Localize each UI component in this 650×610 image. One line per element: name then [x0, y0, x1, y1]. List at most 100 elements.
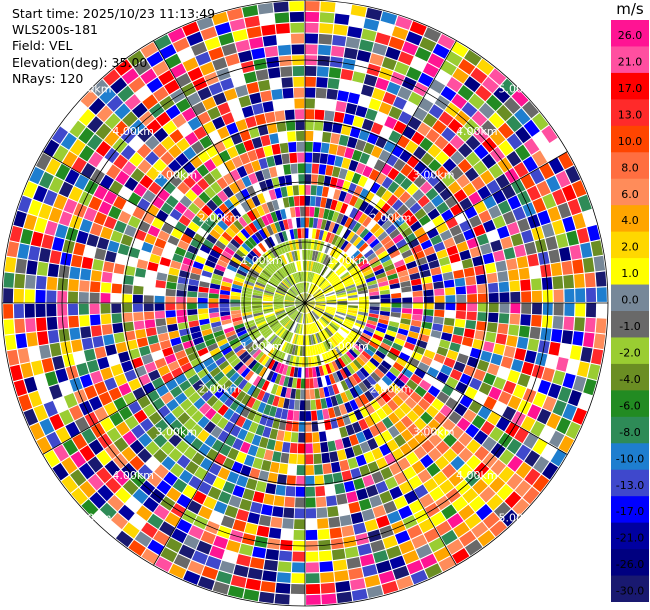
ppi-gate-cell — [247, 344, 257, 353]
ppi-gate-cell — [348, 332, 359, 341]
ppi-gate-cell — [231, 387, 242, 399]
ppi-gate-cell — [533, 456, 550, 474]
ppi-gate-cell — [328, 221, 336, 233]
ppi-gate-cell — [375, 32, 391, 46]
ppi-gate-cell — [347, 136, 358, 149]
ppi-gate-cell — [258, 242, 267, 253]
ppi-gate-cell — [262, 328, 272, 337]
ppi-gate-cell — [323, 121, 333, 132]
ppi-gate-cell — [269, 261, 278, 271]
ppi-gate-cell — [280, 316, 289, 324]
ppi-gate-cell — [251, 265, 262, 274]
ppi-gate-cell — [415, 47, 432, 62]
ppi-gate-cell — [289, 309, 297, 317]
ppi-gate-cell — [204, 36, 221, 51]
ppi-gate-cell — [35, 289, 46, 303]
ppi-gate-cell — [190, 424, 203, 437]
ppi-gate-cell — [486, 322, 498, 333]
ppi-gate-cell — [377, 364, 389, 375]
ppi-gate-cell — [282, 318, 291, 327]
ppi-gate-cell — [337, 90, 349, 102]
ppi-gate-cell — [266, 284, 276, 290]
ppi-gate-cell — [215, 334, 226, 343]
ppi-gate-cell — [305, 335, 308, 346]
ppi-gate-cell — [176, 290, 187, 297]
ppi-gate-cell — [500, 356, 513, 369]
ppi-gate-cell — [334, 346, 343, 357]
ppi-gate-cell — [167, 235, 180, 246]
ppi-gate-cell — [183, 446, 197, 460]
ppi-gate-cell — [586, 287, 597, 302]
ppi-gate-cell — [243, 139, 255, 152]
ppi-gate-cell — [273, 273, 282, 282]
ppi-gate-cell — [197, 576, 215, 591]
ppi-gate-cell — [435, 520, 452, 536]
ppi-gate-cell — [224, 159, 236, 172]
ppi-gate-cell — [161, 166, 175, 180]
ppi-gate-cell — [313, 274, 320, 284]
ppi-gate-cell — [276, 270, 285, 279]
ppi-gate-cell — [43, 400, 58, 417]
ppi-gate-cell — [209, 316, 221, 323]
ppi-gate-cell — [411, 314, 423, 321]
ppi-gate-cell — [495, 260, 507, 272]
ppi-gate-cell — [452, 67, 469, 84]
ppi-gate-cell — [251, 332, 262, 341]
ppi-gate-cell — [329, 451, 339, 463]
ppi-gate-cell — [310, 334, 314, 345]
ppi-gate-cell — [480, 420, 495, 436]
ppi-gate-cell — [428, 259, 440, 269]
ppi-gate-cell — [331, 211, 340, 223]
ppi-gate-cell — [435, 455, 450, 470]
ppi-gate-cell — [288, 355, 294, 366]
ppi-gate-cell — [320, 197, 327, 208]
ppi-gate-cell — [318, 44, 332, 56]
ppi-gate-cell — [268, 280, 278, 287]
ppi-gate-cell — [512, 384, 527, 399]
ppi-gate-cell — [237, 428, 248, 441]
ppi-gate-cell — [358, 381, 368, 393]
ppi-gate-cell — [229, 372, 240, 383]
ppi-gate-cell — [295, 303, 305, 306]
ppi-gate-cell — [399, 149, 412, 163]
ppi-gate-cell — [258, 229, 267, 240]
ppi-gate-cell — [219, 443, 232, 457]
ppi-gate-cell — [94, 381, 108, 395]
ppi-gate-cell — [176, 519, 192, 534]
ppi-gate-cell — [406, 260, 417, 270]
ppi-gate-cell — [377, 346, 389, 356]
ppi-gate-cell — [337, 357, 346, 368]
ppi-gate-cell — [351, 346, 361, 356]
ppi-gate-cell — [187, 309, 198, 316]
ppi-gate-cell — [350, 268, 361, 276]
ppi-gate-cell — [423, 392, 436, 404]
ppi-gate-cell — [351, 271, 362, 279]
ppi-gate-cell — [331, 461, 341, 473]
ppi-gate-cell — [394, 172, 406, 185]
ppi-gate-cell — [232, 320, 244, 327]
ppi-gate-cell — [365, 323, 376, 330]
ppi-gate-cell — [436, 222, 449, 234]
ppi-gate-cell — [317, 529, 330, 540]
ppi-gate-cell — [130, 168, 145, 183]
ppi-gate-cell — [527, 404, 542, 420]
range-ring-label: 2.00km — [370, 211, 412, 224]
ppi-gate-cell — [193, 362, 206, 374]
ppi-gate-cell — [388, 321, 400, 328]
ppi-gate-cell — [197, 416, 210, 429]
ppi-gate-cell — [261, 215, 270, 226]
ppi-gate-cell — [552, 370, 566, 386]
ppi-gate-cell — [461, 258, 474, 269]
ppi-gate-cell — [418, 97, 434, 112]
ppi-gate-cell — [154, 357, 167, 369]
ppi-gate-cell — [334, 285, 345, 292]
ppi-gate-cell — [137, 395, 151, 409]
ppi-gate-cell — [79, 145, 95, 162]
ppi-gate-cell — [250, 501, 263, 514]
ppi-gate-cell — [411, 351, 423, 361]
ppi-gate-cell — [359, 39, 374, 52]
ppi-gate-cell — [53, 444, 69, 462]
ppi-gate-cell — [53, 194, 68, 210]
ppi-gate-cell — [319, 279, 328, 288]
ppi-gate-cell — [315, 321, 323, 331]
